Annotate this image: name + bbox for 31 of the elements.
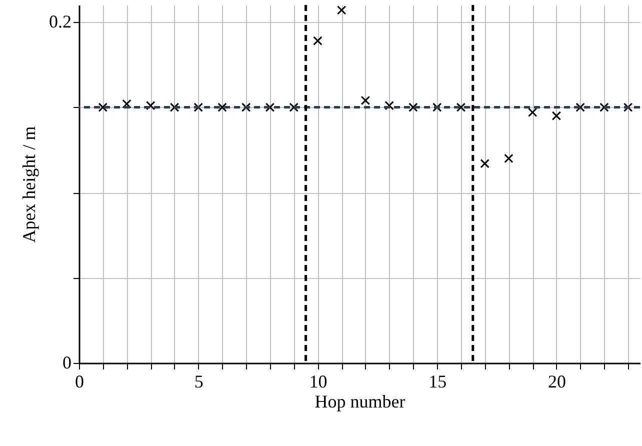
point — [122, 99, 132, 108]
point — [623, 102, 633, 112]
x-tick-label: 10 — [309, 372, 328, 392]
point — [170, 102, 180, 112]
x-tick-label: 20 — [548, 372, 566, 392]
point — [504, 154, 514, 164]
point — [576, 102, 585, 112]
x-tick-label: 5 — [194, 372, 204, 392]
x-tick-label: 15 — [428, 372, 447, 392]
point — [336, 5, 346, 15]
point — [552, 111, 562, 120]
x-axis-title: Hop number — [314, 392, 406, 412]
point — [432, 102, 442, 112]
point — [528, 108, 538, 118]
point — [384, 100, 394, 110]
point — [360, 96, 370, 106]
point — [480, 158, 490, 168]
point — [313, 36, 322, 46]
point — [289, 102, 298, 112]
x-tick-label: 0 — [75, 372, 84, 392]
point — [98, 102, 108, 112]
point — [194, 102, 203, 112]
point — [600, 102, 609, 112]
point — [265, 102, 275, 112]
y-tick-label: 0.2 — [49, 12, 72, 32]
point — [218, 102, 227, 112]
y-axis-title: Apex height / m — [19, 126, 39, 243]
point — [408, 102, 418, 112]
point — [456, 102, 466, 112]
point — [241, 102, 251, 112]
point — [146, 100, 156, 110]
